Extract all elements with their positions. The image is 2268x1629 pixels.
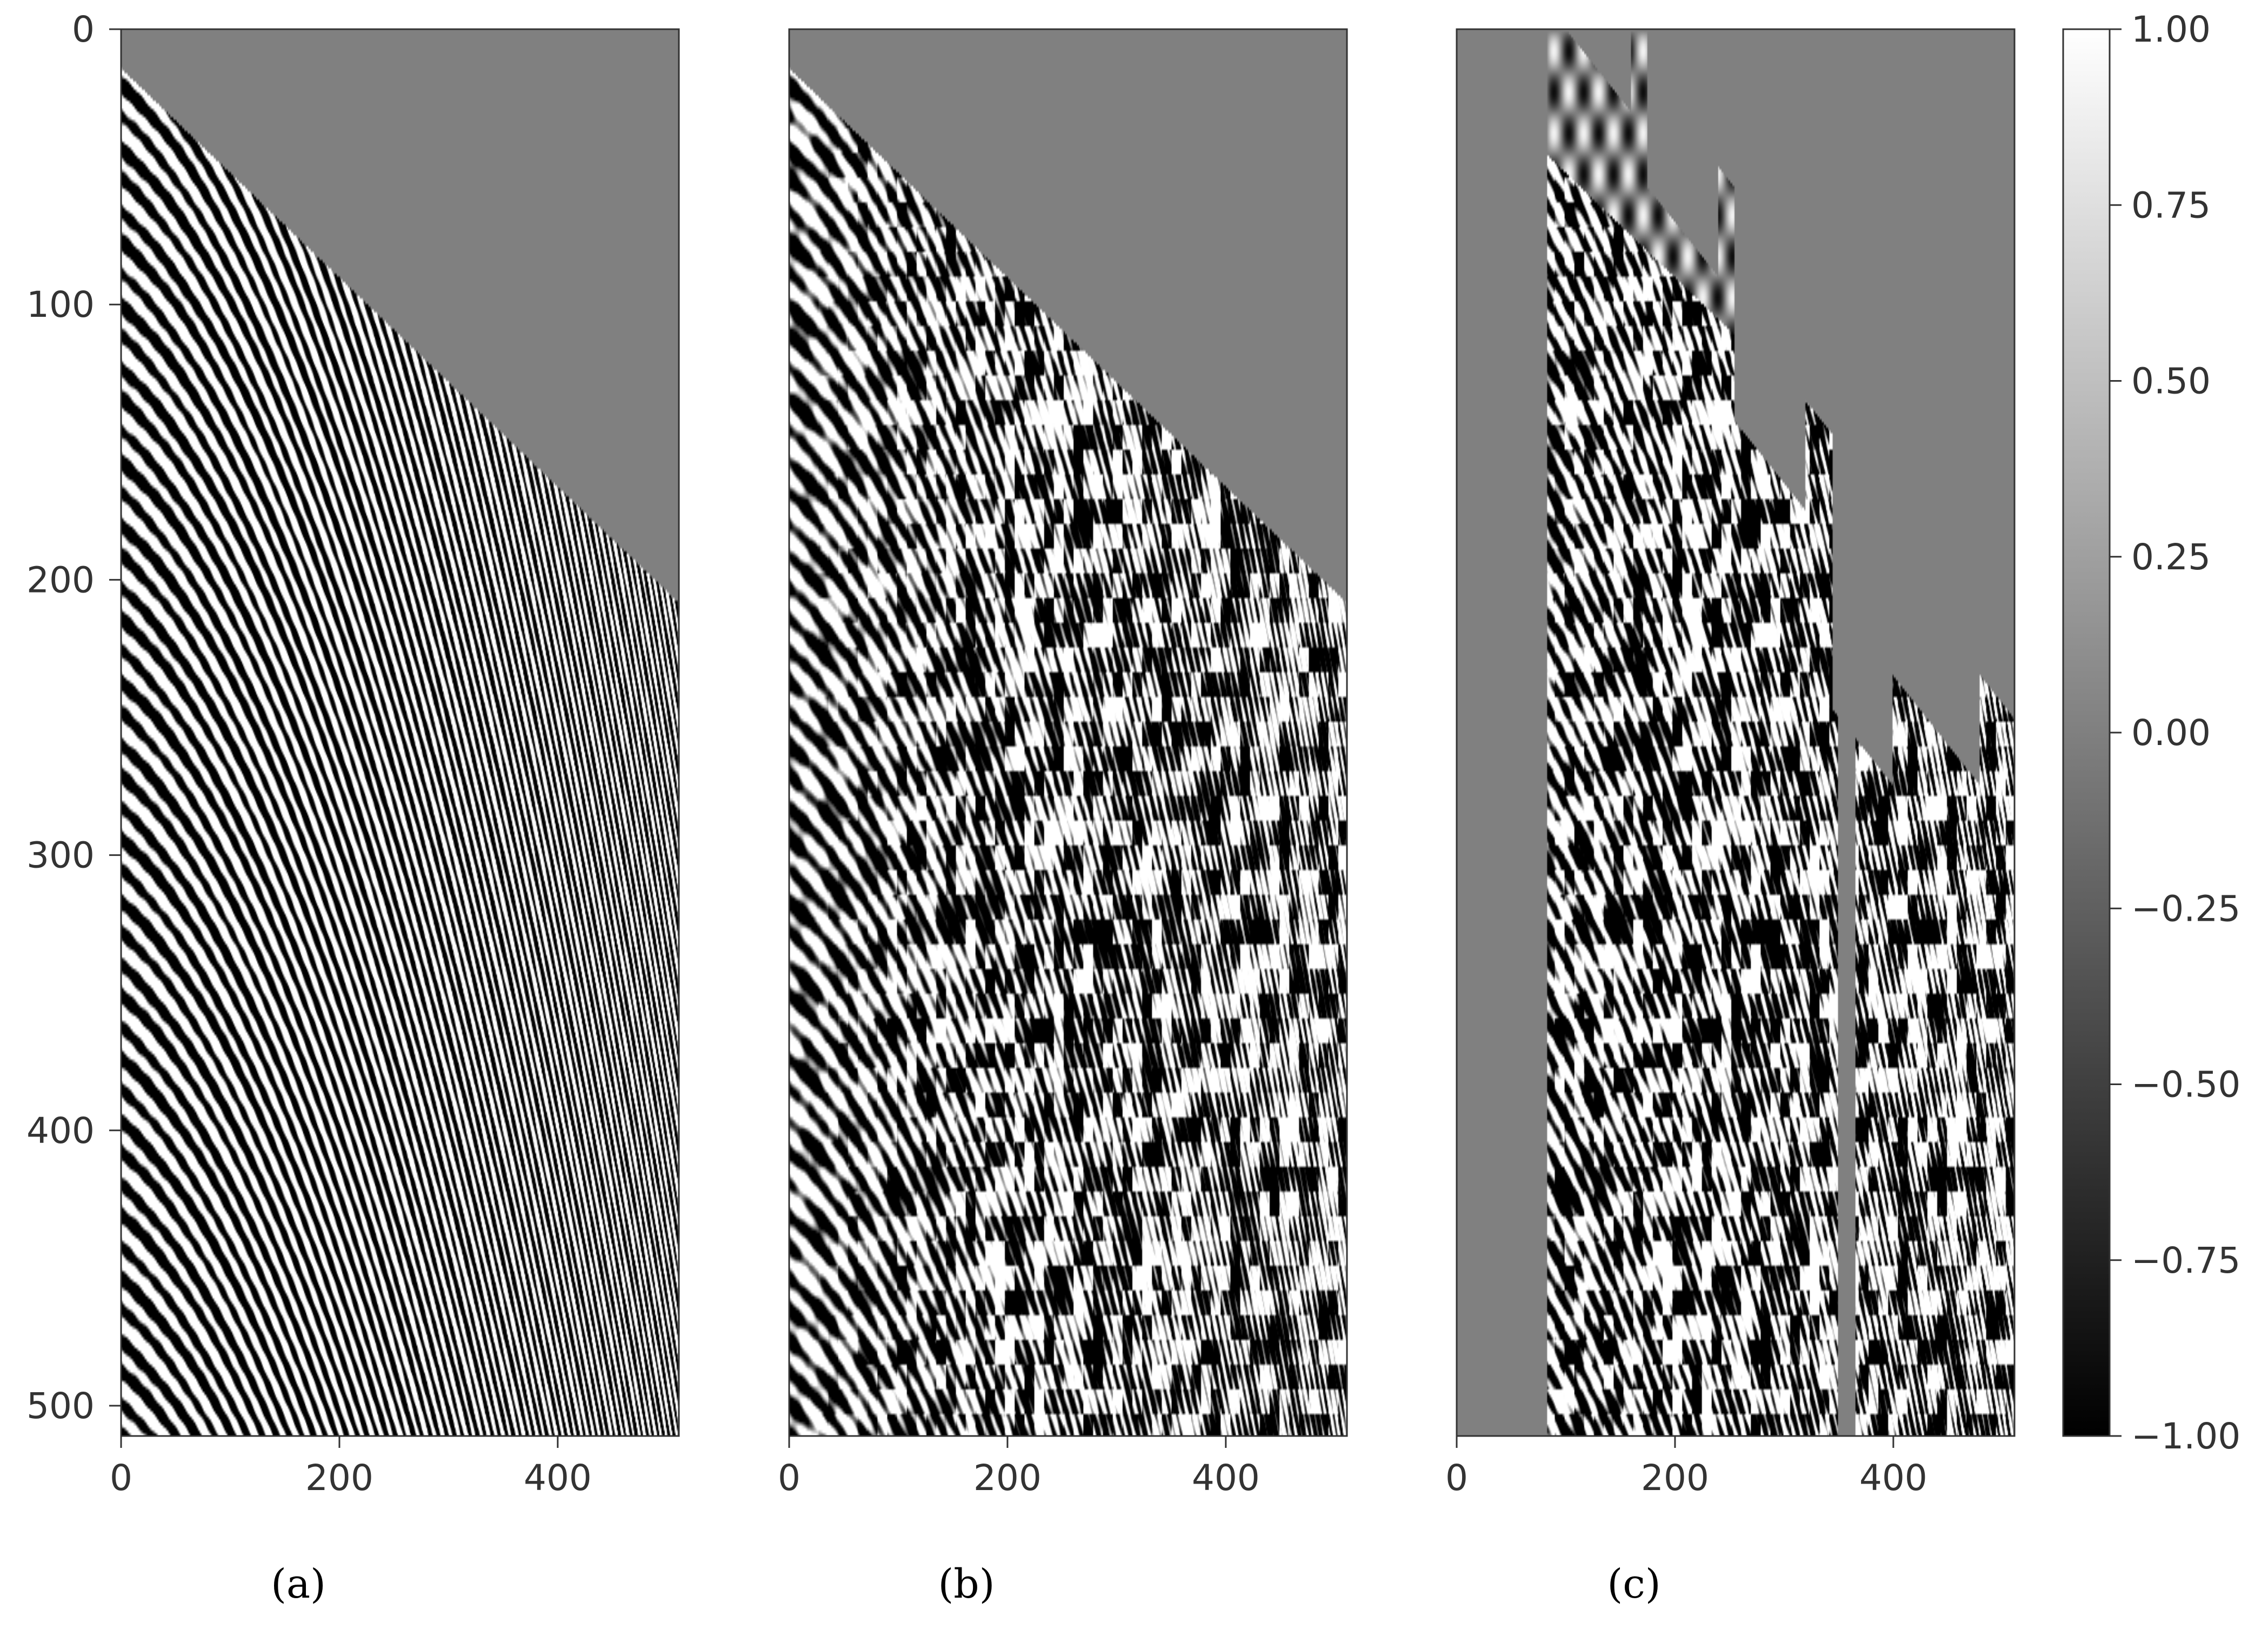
plot-frame xyxy=(1456,28,2016,1437)
panel-caption: (b) xyxy=(938,1561,995,1607)
colorbar-tick-label: 1.00 xyxy=(2131,9,2211,50)
x-tick-label: 400 xyxy=(1859,1457,1927,1499)
x-tick-label: 0 xyxy=(1445,1457,1468,1499)
x-tick-label: 400 xyxy=(524,1457,592,1499)
panel-c: 0 200 400 (c) xyxy=(1445,28,2016,1607)
colorbar-gradient xyxy=(2062,28,2111,1437)
x-tick-label: 200 xyxy=(1641,1457,1709,1499)
panel-a: 0 200 400 0 100 200 300 400 500 (a) xyxy=(26,9,680,1607)
colorbar-tick-label: 0.00 xyxy=(2131,712,2211,754)
colorbar-tick-label: 0.75 xyxy=(2131,184,2211,226)
plot-frame xyxy=(120,28,680,1437)
heatmap-image-c xyxy=(1457,29,2014,1436)
x-tick-label: 0 xyxy=(778,1457,801,1499)
colorbar-tick-label: −0.75 xyxy=(2131,1240,2240,1281)
panel-b: 0 200 400 (b) xyxy=(778,28,1348,1607)
colorbar-tick-label: −0.25 xyxy=(2131,888,2240,929)
colorbar: 1.00 0.75 0.50 0.25 0.00 −0.25 −0.50 −0.75 −1.00 xyxy=(2062,9,2240,1457)
x-tick-label: 0 xyxy=(110,1457,132,1499)
x-tick-label: 200 xyxy=(305,1457,373,1499)
heatmap-image-a xyxy=(121,29,679,1436)
y-tick-label: 300 xyxy=(26,835,95,876)
heatmap-image-b xyxy=(789,29,1347,1436)
y-tick-label: 500 xyxy=(26,1385,95,1427)
y-tick-label: 400 xyxy=(26,1110,95,1152)
y-tick-label: 200 xyxy=(26,559,95,601)
y-tick-label: 0 xyxy=(72,9,95,50)
x-tick-label: 400 xyxy=(1192,1457,1260,1499)
colorbar-tick-label: 0.50 xyxy=(2131,361,2211,402)
colorbar-tick-label: 0.25 xyxy=(2131,536,2211,578)
panel-caption: (a) xyxy=(271,1561,326,1607)
y-tick-label: 100 xyxy=(26,284,95,325)
colorbar-tick-label: −1.00 xyxy=(2131,1415,2240,1457)
plot-frame xyxy=(788,28,1348,1437)
panel-caption: (c) xyxy=(1607,1561,1660,1607)
x-tick-label: 200 xyxy=(973,1457,1042,1499)
colorbar-tick-label: −0.50 xyxy=(2131,1064,2240,1106)
